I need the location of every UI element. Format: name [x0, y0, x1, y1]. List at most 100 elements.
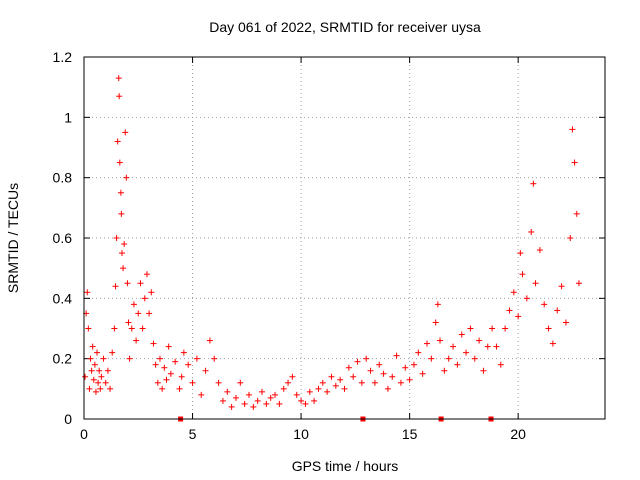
data-point — [219, 397, 226, 404]
data-point — [141, 295, 148, 302]
data-point — [289, 373, 296, 380]
data-point — [118, 210, 125, 217]
data-point — [497, 361, 504, 368]
data-point — [502, 325, 509, 332]
data-point — [87, 355, 94, 362]
data-point — [148, 289, 155, 296]
data-point — [480, 367, 487, 374]
data-point — [363, 355, 370, 362]
data-point — [237, 379, 244, 386]
data-point — [393, 352, 400, 359]
y-tick-label: 1.2 — [53, 49, 73, 65]
data-point — [476, 337, 483, 344]
data-point — [549, 340, 556, 347]
data-point — [88, 367, 95, 374]
data-point — [302, 400, 309, 407]
x-axis-label: GPS time / hours — [292, 458, 399, 474]
data-point — [324, 388, 331, 395]
data-point — [232, 394, 239, 401]
data-point — [102, 379, 109, 386]
data-point — [124, 280, 131, 287]
data-point — [152, 361, 159, 368]
data-point — [371, 379, 378, 386]
data-point — [285, 379, 292, 386]
data-point — [493, 343, 500, 350]
data-point — [337, 376, 344, 383]
data-point — [161, 364, 168, 371]
data-point — [489, 325, 496, 332]
data-point — [91, 361, 98, 368]
data-point — [228, 403, 235, 410]
data-point — [185, 361, 192, 368]
data-point — [116, 93, 123, 100]
data-point — [176, 385, 183, 392]
data-point — [167, 370, 174, 377]
data-point — [126, 355, 133, 362]
x-tick-label: 15 — [402, 426, 418, 442]
data-point — [125, 319, 132, 326]
data-point — [85, 325, 92, 332]
data-point — [150, 340, 157, 347]
data-point — [573, 210, 580, 217]
x-tick-label: 10 — [293, 426, 309, 442]
data-point — [112, 283, 119, 290]
data-point — [137, 280, 144, 287]
data-point — [276, 400, 283, 407]
data-point — [130, 301, 137, 308]
data-point — [471, 355, 478, 362]
data-point — [354, 358, 361, 365]
data-point — [139, 325, 146, 332]
data-point — [541, 301, 548, 308]
data-point — [120, 265, 127, 272]
data-point — [484, 343, 491, 350]
plot-frame — [83, 56, 606, 420]
data-point — [419, 370, 426, 377]
data-point — [528, 228, 535, 235]
data-point — [189, 379, 196, 386]
data-points — [82, 75, 582, 410]
data-point — [569, 126, 576, 133]
data-point — [350, 373, 357, 380]
data-point — [558, 283, 565, 290]
data-point — [437, 337, 444, 344]
data-point — [298, 397, 305, 404]
data-point — [159, 385, 166, 392]
data-point — [367, 367, 374, 374]
y-tick-label: 0.4 — [53, 290, 73, 306]
data-point — [104, 367, 111, 374]
data-point — [178, 373, 185, 380]
data-point — [100, 355, 107, 362]
y-tick-label: 0.2 — [53, 351, 73, 367]
data-point — [165, 343, 172, 350]
data-point — [428, 355, 435, 362]
data-point — [567, 235, 574, 241]
data-point — [415, 349, 422, 356]
data-point — [224, 388, 231, 395]
data-point — [92, 388, 99, 395]
data-point — [267, 394, 274, 401]
data-point — [113, 235, 120, 241]
data-point — [121, 241, 128, 248]
data-point — [515, 313, 522, 320]
data-point — [211, 355, 218, 362]
data-point — [358, 379, 365, 386]
data-point — [82, 373, 89, 380]
data-point — [135, 310, 142, 317]
data-point — [245, 391, 252, 398]
data-point — [115, 75, 122, 82]
data-point — [111, 325, 118, 332]
data-point — [562, 319, 569, 326]
data-point — [441, 367, 448, 374]
data-point — [423, 340, 430, 347]
data-point — [95, 379, 102, 386]
data-point — [332, 382, 339, 389]
data-point — [154, 379, 161, 386]
data-point — [519, 271, 526, 278]
data-point — [319, 379, 326, 386]
data-point — [376, 361, 383, 368]
data-point — [89, 343, 96, 350]
data-point — [193, 355, 200, 362]
data-point — [109, 349, 116, 356]
x-tick-label: 0 — [80, 426, 88, 442]
data-point — [172, 358, 179, 365]
